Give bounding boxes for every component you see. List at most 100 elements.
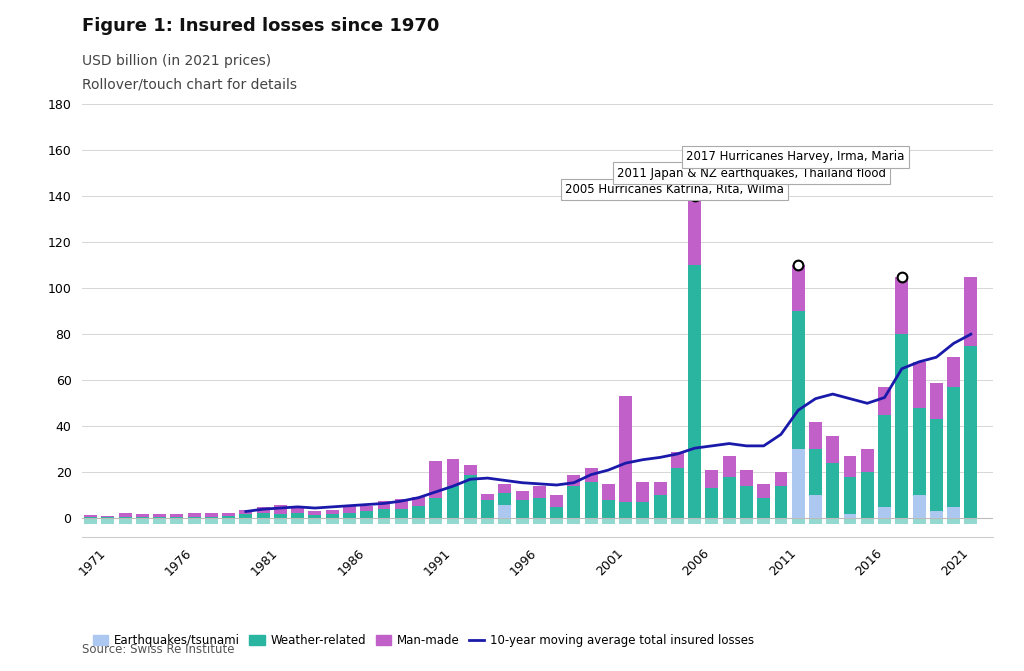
- Bar: [774, 486, 787, 519]
- Bar: [965, 276, 977, 346]
- Bar: [205, 517, 218, 519]
- Bar: [550, 507, 563, 519]
- Bar: [653, 482, 667, 495]
- 10-year moving average total insured losses: [395, 497, 408, 505]
- Bar: [481, 519, 494, 524]
- Bar: [412, 497, 425, 506]
- Bar: [516, 519, 528, 524]
- Bar: [170, 519, 183, 524]
- Bar: [395, 499, 408, 509]
- Bar: [947, 507, 961, 519]
- Text: Figure 1: Insured losses since 1970: Figure 1: Insured losses since 1970: [82, 17, 439, 35]
- Bar: [395, 519, 408, 524]
- Bar: [240, 511, 252, 514]
- Bar: [499, 505, 511, 519]
- Bar: [499, 493, 511, 505]
- Bar: [378, 519, 390, 524]
- Bar: [464, 466, 477, 474]
- Bar: [429, 498, 442, 519]
- Bar: [516, 500, 528, 519]
- Bar: [637, 519, 649, 524]
- Bar: [360, 519, 373, 524]
- Bar: [809, 519, 822, 524]
- Bar: [895, 334, 908, 519]
- Bar: [308, 515, 322, 519]
- Bar: [930, 519, 943, 524]
- Bar: [653, 519, 667, 524]
- Bar: [637, 503, 649, 519]
- Bar: [757, 484, 770, 498]
- Bar: [878, 507, 891, 519]
- Bar: [154, 514, 166, 517]
- Bar: [343, 506, 356, 513]
- Bar: [412, 519, 425, 524]
- Bar: [585, 482, 598, 519]
- Bar: [187, 513, 201, 517]
- Bar: [395, 509, 408, 519]
- 10-year moving average total insured losses: [654, 454, 667, 462]
- Bar: [844, 514, 856, 519]
- Bar: [844, 477, 856, 514]
- Bar: [360, 506, 373, 511]
- Bar: [757, 519, 770, 524]
- Bar: [671, 452, 684, 468]
- Bar: [136, 519, 148, 524]
- Bar: [688, 265, 701, 519]
- Bar: [567, 519, 581, 524]
- Legend: Earthquakes/tsunami, Weather-related, Man-made, 10-year moving average total ins: Earthquakes/tsunami, Weather-related, Ma…: [88, 629, 759, 652]
- Bar: [550, 495, 563, 507]
- Bar: [274, 519, 287, 524]
- Bar: [912, 495, 926, 519]
- Bar: [326, 519, 339, 524]
- Bar: [326, 511, 339, 514]
- Bar: [637, 482, 649, 503]
- Bar: [930, 419, 943, 511]
- Bar: [222, 513, 236, 516]
- Bar: [809, 450, 822, 495]
- Bar: [412, 506, 425, 519]
- Bar: [516, 491, 528, 500]
- Bar: [101, 519, 115, 524]
- Bar: [912, 362, 926, 408]
- Text: Rollover/touch chart for details: Rollover/touch chart for details: [82, 77, 297, 91]
- Bar: [706, 470, 719, 488]
- Bar: [688, 519, 701, 524]
- Bar: [706, 488, 719, 519]
- Bar: [378, 509, 390, 519]
- Bar: [119, 517, 131, 519]
- Bar: [826, 519, 840, 524]
- Bar: [532, 519, 546, 524]
- Bar: [532, 486, 546, 498]
- Bar: [861, 472, 873, 519]
- Bar: [136, 517, 148, 519]
- Bar: [481, 495, 494, 500]
- Bar: [532, 498, 546, 519]
- Bar: [499, 484, 511, 493]
- Bar: [360, 511, 373, 519]
- Text: 2005 Hurricanes Katrina, Rita, Wilma: 2005 Hurricanes Katrina, Rita, Wilma: [565, 183, 784, 196]
- Bar: [222, 519, 236, 524]
- Bar: [602, 484, 614, 500]
- Bar: [170, 517, 183, 519]
- Text: Source: Swiss Re Institute: Source: Swiss Re Institute: [82, 643, 234, 656]
- Bar: [826, 435, 840, 463]
- Bar: [723, 477, 735, 519]
- Bar: [101, 515, 115, 517]
- Bar: [688, 196, 701, 265]
- Bar: [602, 500, 614, 519]
- Bar: [809, 421, 822, 450]
- Bar: [585, 468, 598, 482]
- Bar: [706, 519, 719, 524]
- Bar: [740, 470, 753, 486]
- Bar: [861, 519, 873, 524]
- Bar: [154, 517, 166, 519]
- Bar: [671, 468, 684, 519]
- Bar: [947, 519, 961, 524]
- Bar: [757, 498, 770, 519]
- Bar: [205, 513, 218, 517]
- Bar: [84, 515, 97, 517]
- Bar: [947, 387, 961, 507]
- Bar: [84, 517, 97, 519]
- Bar: [464, 519, 477, 524]
- Bar: [136, 514, 148, 517]
